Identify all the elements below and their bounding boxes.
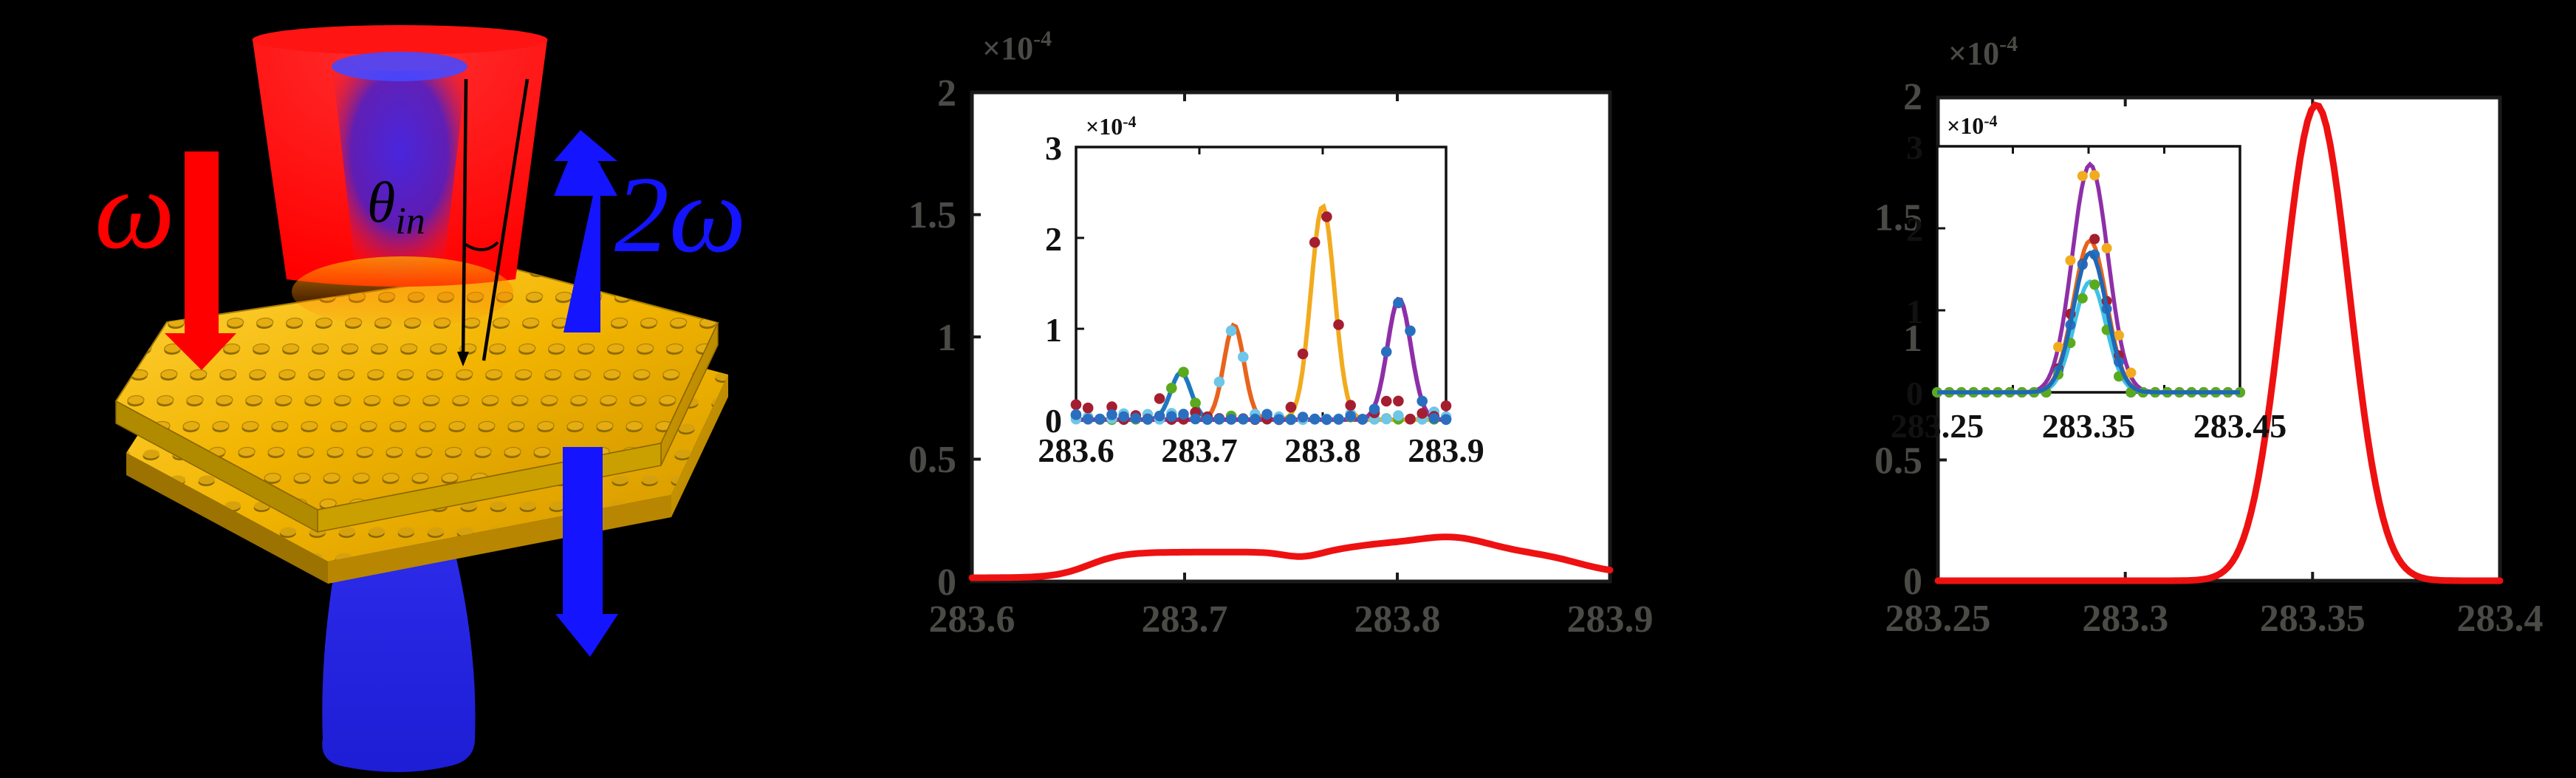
svg-text:2: 2: [1906, 211, 1923, 248]
svg-text:283.35: 283.35: [2042, 407, 2136, 445]
svg-text:0: 0: [1903, 561, 1922, 603]
svg-text:3: 3: [1906, 129, 1923, 166]
svg-text:×10-4: ×10-4: [1948, 32, 2018, 72]
svg-text:0.5: 0.5: [1874, 440, 1922, 482]
svg-text:283.45: 283.45: [2193, 407, 2287, 445]
svg-text:1: 1: [1906, 293, 1923, 330]
svg-text:283.25: 283.25: [1891, 407, 1984, 445]
svg-text:283.25: 283.25: [1885, 598, 1991, 640]
svg-text:2: 2: [1903, 76, 1922, 118]
svg-text:283.3: 283.3: [2082, 598, 2168, 640]
svg-text:283.35: 283.35: [2260, 598, 2366, 640]
svg-text:283.4: 283.4: [2457, 598, 2544, 640]
